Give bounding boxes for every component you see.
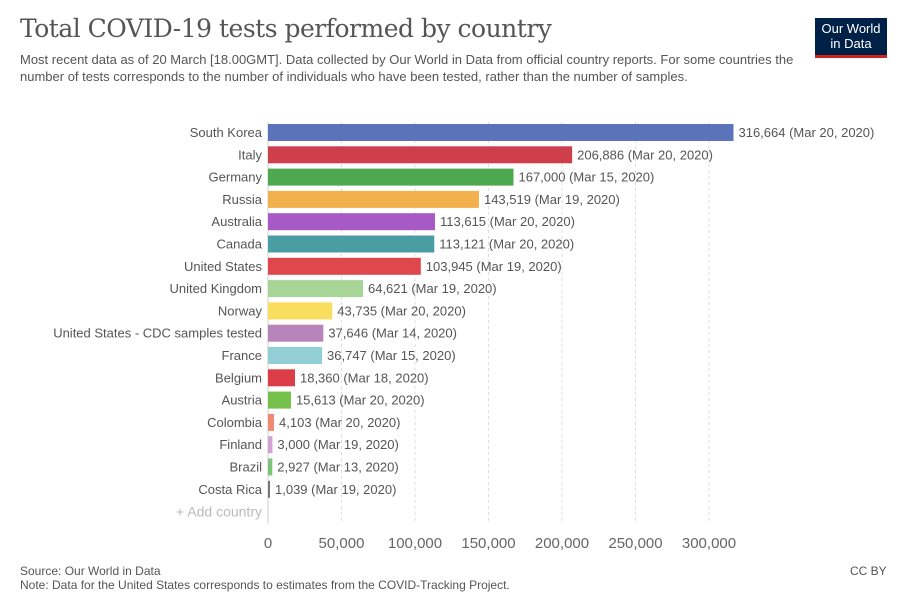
category-label: Russia	[222, 192, 263, 207]
category-label: Colombia	[207, 415, 263, 430]
value-label: 167,000 (Mar 15, 2020)	[518, 170, 654, 185]
category-label: Brazil	[229, 460, 262, 475]
value-label: 2,927 (Mar 13, 2020)	[277, 460, 398, 475]
category-label: United States	[184, 259, 263, 274]
category-label: Norway	[218, 303, 263, 318]
x-tick-label: 150,000	[461, 535, 515, 552]
category-label: Costa Rica	[198, 482, 262, 497]
add-country-button[interactable]: + Add country	[176, 504, 262, 520]
bar[interactable]	[268, 213, 436, 231]
owid-logo[interactable]: Our World in Data	[815, 18, 887, 58]
bar[interactable]	[268, 190, 479, 208]
value-label: 316,664 (Mar 20, 2020)	[738, 125, 874, 140]
bar[interactable]	[268, 436, 273, 454]
bar[interactable]	[268, 124, 734, 141]
bar[interactable]	[268, 347, 323, 364]
category-label: France	[222, 348, 262, 363]
bar[interactable]	[268, 480, 270, 498]
bar[interactable]	[268, 369, 295, 387]
bar[interactable]	[268, 458, 273, 476]
x-tick-label: 100,000	[388, 535, 442, 552]
x-tick-label: 50,000	[319, 535, 365, 552]
value-label: 4,103 (Mar 20, 2020)	[279, 415, 400, 430]
category-label: Italy	[238, 147, 262, 162]
value-label: 143,519 (Mar 19, 2020)	[484, 192, 620, 207]
category-label: Germany	[209, 170, 263, 185]
x-tick-label: 0	[264, 535, 272, 552]
bar[interactable]	[268, 391, 291, 409]
bar[interactable]	[268, 324, 324, 342]
chart-title: Total COVID-19 tests performed by countr…	[20, 14, 552, 43]
value-label: 36,747 (Mar 15, 2020)	[327, 348, 456, 363]
value-label: 113,615 (Mar 20, 2020)	[440, 214, 575, 229]
value-label: 15,613 (Mar 20, 2020)	[296, 393, 425, 408]
x-tick-label: 200,000	[535, 535, 589, 552]
category-label: Canada	[216, 237, 262, 252]
category-label: Belgium	[215, 370, 262, 385]
category-label: Finland	[219, 437, 262, 452]
value-label: 1,039 (Mar 19, 2020)	[275, 482, 396, 497]
chart-subtitle: Most recent data as of 20 March [18.00GM…	[20, 52, 794, 84]
category-label: United States - CDC samples tested	[53, 326, 262, 341]
bar[interactable]	[268, 413, 275, 431]
bar[interactable]	[268, 168, 514, 186]
x-tick-label: 250,000	[608, 535, 662, 552]
value-label: 64,621 (Mar 19, 2020)	[368, 281, 497, 296]
bar[interactable]	[268, 257, 421, 275]
bar[interactable]	[268, 280, 363, 298]
source-text[interactable]: Source: Our World in Data	[20, 564, 161, 578]
value-label: 37,646 (Mar 14, 2020)	[328, 326, 457, 341]
note-text: Note: Data for the United States corresp…	[20, 578, 510, 592]
value-label: 43,735 (Mar 20, 2020)	[337, 303, 466, 318]
x-tick-label: 300,000	[682, 535, 736, 552]
bar[interactable]	[268, 235, 435, 253]
value-label: 3,000 (Mar 19, 2020)	[277, 437, 398, 452]
license-link[interactable]: CC BY	[850, 564, 887, 578]
category-label: Australia	[211, 214, 262, 229]
value-label: 206,886 (Mar 20, 2020)	[577, 147, 713, 162]
category-label: South Korea	[190, 125, 263, 140]
source-note: Source: Our World in Data Note: Data for…	[20, 564, 510, 592]
bar[interactable]	[268, 146, 573, 164]
category-label: United Kingdom	[170, 281, 263, 296]
value-label: 113,121 (Mar 20, 2020)	[439, 237, 574, 252]
value-label: 18,360 (Mar 18, 2020)	[300, 370, 429, 385]
bar[interactable]	[268, 302, 333, 320]
category-label: Austria	[222, 393, 263, 408]
value-label: 103,945 (Mar 19, 2020)	[426, 259, 562, 274]
